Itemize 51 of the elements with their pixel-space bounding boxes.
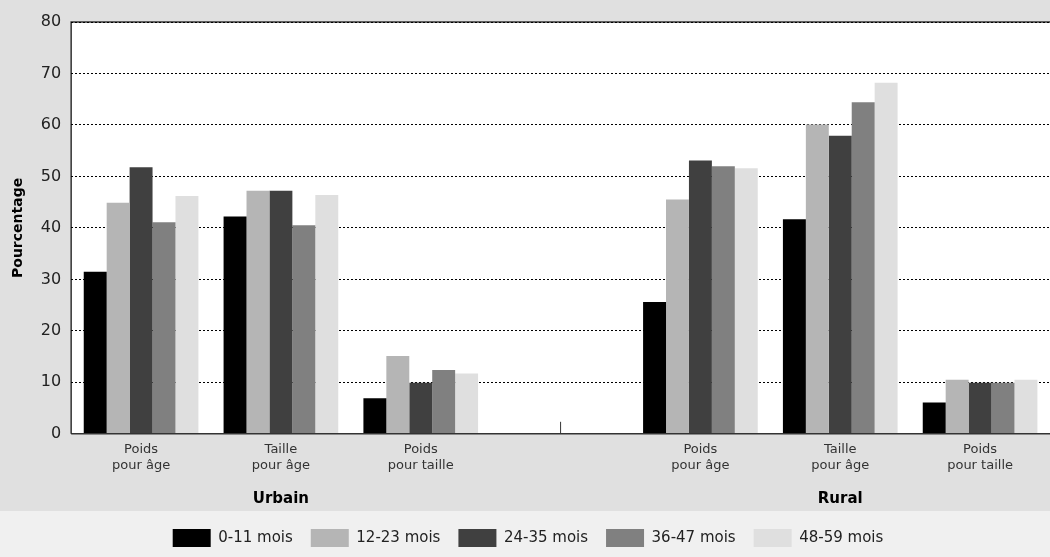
bar	[945, 379, 969, 434]
bar	[386, 356, 410, 434]
legend-label: 24-35 mois	[503, 527, 589, 546]
bar	[734, 168, 758, 434]
y-axis-title: Pourcentage	[9, 177, 26, 278]
bar	[711, 166, 735, 434]
y-tick-label: 60	[40, 114, 62, 134]
x-tick-label: Taille pour âge	[811, 440, 870, 472]
bar	[269, 190, 293, 434]
x-tick-label: Taille pour âge	[251, 440, 310, 472]
y-tick-label: 50	[40, 165, 62, 185]
x-tick-label: Poids pour âge	[671, 440, 730, 472]
y-tick-label: 0	[50, 422, 62, 442]
bar	[292, 225, 316, 434]
bar	[782, 219, 806, 434]
y-tick-label: 80	[40, 11, 62, 31]
y-tick-label: 20	[40, 320, 62, 340]
bar	[455, 373, 479, 434]
x-tick-label: Poids pour taille	[387, 440, 454, 472]
bar	[828, 135, 852, 434]
bar	[175, 195, 199, 434]
text: Rural	[817, 488, 863, 507]
bar	[805, 124, 829, 434]
y-tick-label: 70	[40, 62, 62, 82]
bar	[246, 190, 270, 434]
x-tick-label: Poids pour taille	[947, 440, 1013, 472]
y-tick-label: 30	[40, 268, 62, 288]
bar	[643, 302, 667, 434]
bar	[851, 102, 875, 434]
legend-label: 12-23 mois	[356, 527, 441, 546]
y-tick-label: 40	[40, 217, 62, 237]
bar	[315, 194, 339, 434]
bar	[106, 202, 130, 434]
bar	[152, 222, 176, 434]
legend-label: 48-59 mois	[799, 527, 884, 546]
bar	[922, 402, 946, 434]
text: Urbain	[252, 488, 310, 507]
y-tick-label: 10	[40, 371, 62, 391]
bar	[1014, 379, 1038, 434]
legend-label: 36-47 mois	[651, 527, 736, 546]
bar	[666, 199, 689, 434]
bar	[363, 398, 387, 434]
bar	[874, 82, 898, 434]
bar	[432, 369, 456, 434]
bar	[688, 160, 712, 434]
legend-label: 0-11 mois	[218, 527, 293, 546]
bar	[991, 382, 1015, 434]
x-tick-label: Poids pour âge	[112, 440, 171, 472]
bar	[968, 382, 992, 434]
bar	[129, 167, 153, 434]
bar	[409, 382, 433, 434]
